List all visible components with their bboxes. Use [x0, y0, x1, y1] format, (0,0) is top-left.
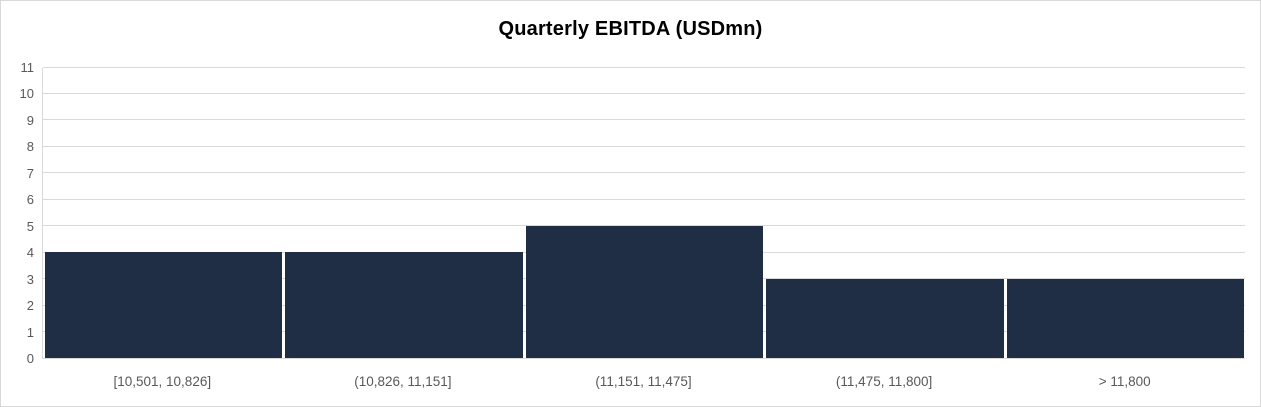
x-category-label: (11,151, 11,475]	[595, 374, 692, 389]
x-category-label: (11,475, 11,800]	[835, 374, 933, 389]
x-axis: [10,501, 10,826] (10,826, 11,151] (11,151,…	[42, 373, 1245, 393]
plot-area	[42, 66, 1245, 359]
x-category-label: [10,501, 10,826]	[113, 374, 212, 389]
gridline	[43, 92, 1245, 94]
y-axis: 0 1 2 3 4 5 6 7 8 9 10 11	[1, 60, 34, 366]
bar	[44, 252, 283, 358]
y-tick-label: 8	[26, 139, 34, 155]
y-tick-label: 10	[19, 86, 34, 102]
chart-title: Quarterly EBITDA (USDmn)	[498, 18, 763, 40]
bar	[525, 225, 764, 358]
y-tick-label: 5	[26, 218, 34, 234]
y-tick-label: 6	[26, 192, 34, 208]
y-tick-label: 7	[26, 165, 34, 181]
bar	[766, 278, 1004, 358]
gridline	[43, 66, 1245, 68]
y-tick-label: 9	[26, 112, 34, 128]
bar	[285, 252, 523, 358]
y-tick-label: 4	[26, 245, 34, 261]
gridline	[43, 119, 1245, 121]
y-tick-label: 2	[26, 298, 34, 314]
y-tick-label: 3	[26, 271, 34, 287]
y-tick-label: 0	[26, 351, 34, 366]
x-category-label: > 11,800	[1098, 374, 1151, 389]
gridline	[43, 172, 1245, 174]
y-tick-label: 11	[20, 60, 35, 75]
x-category-label: (10,826, 11,151]	[354, 374, 452, 389]
bar	[1006, 278, 1245, 358]
gridline	[43, 145, 1245, 147]
y-tick-label: 1	[26, 324, 34, 340]
gridline	[43, 198, 1245, 200]
